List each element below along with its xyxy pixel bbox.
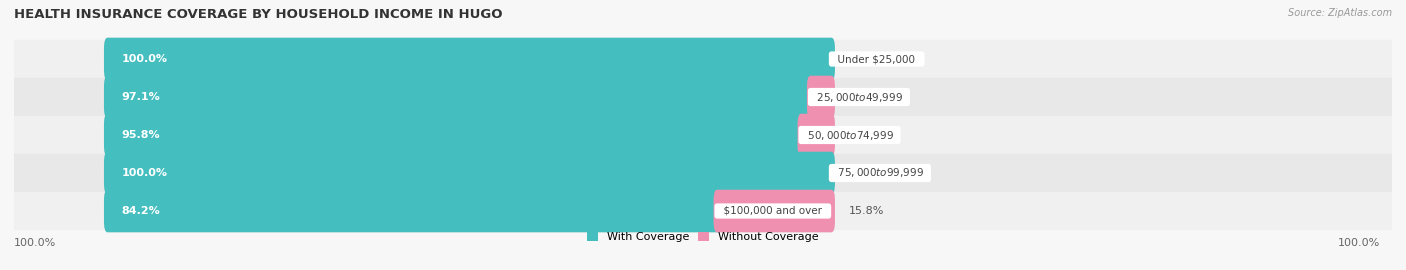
Text: 4.2%: 4.2% — [849, 130, 877, 140]
FancyBboxPatch shape — [14, 116, 1392, 154]
FancyBboxPatch shape — [104, 114, 804, 156]
Text: 0.0%: 0.0% — [849, 54, 877, 64]
Text: $75,000 to $99,999: $75,000 to $99,999 — [831, 167, 928, 180]
Text: $100,000 and over: $100,000 and over — [717, 206, 828, 216]
Text: HEALTH INSURANCE COVERAGE BY HOUSEHOLD INCOME IN HUGO: HEALTH INSURANCE COVERAGE BY HOUSEHOLD I… — [14, 8, 502, 21]
FancyBboxPatch shape — [104, 190, 835, 232]
FancyBboxPatch shape — [14, 154, 1392, 192]
Text: 95.8%: 95.8% — [121, 130, 160, 140]
Legend: With Coverage, Without Coverage: With Coverage, Without Coverage — [588, 232, 818, 242]
FancyBboxPatch shape — [807, 76, 835, 118]
FancyBboxPatch shape — [104, 152, 835, 194]
FancyBboxPatch shape — [14, 192, 1392, 230]
Text: 100.0%: 100.0% — [121, 54, 167, 64]
FancyBboxPatch shape — [104, 76, 835, 118]
Text: 100.0%: 100.0% — [14, 238, 56, 248]
FancyBboxPatch shape — [104, 190, 720, 232]
Text: 97.1%: 97.1% — [121, 92, 160, 102]
FancyBboxPatch shape — [104, 38, 835, 80]
Text: 2.9%: 2.9% — [849, 92, 877, 102]
FancyBboxPatch shape — [14, 40, 1392, 78]
Text: Source: ZipAtlas.com: Source: ZipAtlas.com — [1288, 8, 1392, 18]
Text: 15.8%: 15.8% — [849, 206, 884, 216]
Text: 84.2%: 84.2% — [121, 206, 160, 216]
FancyBboxPatch shape — [104, 38, 835, 80]
Text: $50,000 to $74,999: $50,000 to $74,999 — [801, 129, 898, 141]
FancyBboxPatch shape — [14, 78, 1392, 116]
Text: 100.0%: 100.0% — [1339, 238, 1381, 248]
Text: Under $25,000: Under $25,000 — [831, 54, 922, 64]
Text: 100.0%: 100.0% — [121, 168, 167, 178]
Text: $25,000 to $49,999: $25,000 to $49,999 — [810, 90, 907, 103]
FancyBboxPatch shape — [797, 114, 835, 156]
FancyBboxPatch shape — [104, 152, 835, 194]
FancyBboxPatch shape — [104, 76, 814, 118]
Text: 0.0%: 0.0% — [849, 168, 877, 178]
FancyBboxPatch shape — [714, 190, 835, 232]
FancyBboxPatch shape — [104, 114, 835, 156]
